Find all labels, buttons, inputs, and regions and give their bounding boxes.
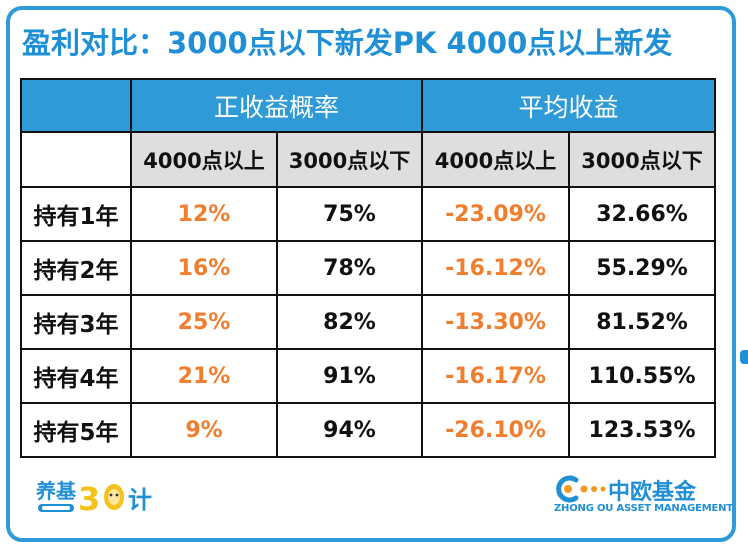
sub-header: 4000点以上 (130, 131, 278, 188)
brand-english-name: ZHONG OU ASSET MANAGEMENT (554, 503, 733, 514)
corner-cell (20, 131, 132, 188)
svg-text:3: 3 (78, 480, 100, 518)
svg-text:计: 计 (128, 486, 152, 514)
table-cell: 55.29% (568, 240, 717, 296)
corner-cell (20, 78, 132, 133)
edge-marker (740, 350, 748, 364)
group-header-row: 正收益概率 平均收益 (20, 78, 717, 133)
table-cell: -26.10% (421, 402, 571, 458)
table-row: 持有5年 9% 94% -26.10% 123.53% (20, 402, 717, 458)
sub-header: 3000点以下 (275, 131, 424, 188)
table-row: 持有1年 12% 75% -23.09% 32.66% (20, 186, 717, 242)
table-row: 持有3年 25% 82% -13.30% 81.52% (20, 294, 717, 350)
page-title: 盈利对比：3000点以下新发PK 4000点以上新发 (22, 26, 673, 60)
table-cell: 12% (130, 186, 278, 242)
sub-header-row: 4000点以上 3000点以下 4000点以上 3000点以下 (20, 131, 717, 188)
table-cell: -13.30% (421, 294, 571, 350)
group-header-positive-prob: 正收益概率 (129, 78, 424, 133)
yangji-logo: 养基 3 计 (35, 472, 166, 522)
table-cell: -16.12% (421, 240, 571, 296)
row-label: 持有4年 (20, 348, 132, 404)
sub-header: 3000点以下 (568, 131, 717, 188)
table-cell: 75% (275, 186, 424, 242)
table-cell: 9% (130, 402, 278, 458)
table-cell: -23.09% (421, 186, 571, 242)
yangji-logo-graphic: 养基 3 计 (35, 479, 152, 518)
row-label: 持有3年 (20, 294, 132, 350)
table-row: 持有4年 21% 91% -16.17% 110.55% (20, 348, 717, 404)
table-cell: 25% (130, 294, 278, 350)
table-cell: 91% (275, 348, 424, 404)
table-cell: 82% (275, 294, 424, 350)
comparison-table: 正收益概率 平均收益 4000点以上 3000点以下 4000点以上 3000点… (20, 78, 717, 458)
table-cell: 78% (275, 240, 424, 296)
row-label: 持有1年 (20, 186, 132, 242)
table-cell: 81.52% (568, 294, 717, 350)
table-cell: 16% (130, 240, 278, 296)
row-label: 持有2年 (20, 240, 132, 296)
group-header-avg-return: 平均收益 (421, 78, 717, 133)
table-cell: 110.55% (568, 348, 717, 404)
row-label: 持有5年 (20, 402, 132, 458)
brand-name: 中欧基金 (608, 480, 697, 505)
sub-header: 4000点以上 (421, 131, 571, 188)
zhongou-brand-logo: 中欧基金 ZHONG OU ASSET MANAGEMENT (554, 472, 733, 522)
table-row: 持有2年 16% 78% -16.12% 55.29% (20, 240, 717, 296)
table-cell: 94% (275, 402, 424, 458)
table-cell: -16.17% (421, 348, 571, 404)
table-cell: 32.66% (568, 186, 717, 242)
table-cell: 21% (130, 348, 278, 404)
svg-text:养基: 养基 (36, 479, 77, 503)
zhongou-logo-icon (556, 475, 606, 503)
table-cell: 123.53% (568, 402, 717, 458)
